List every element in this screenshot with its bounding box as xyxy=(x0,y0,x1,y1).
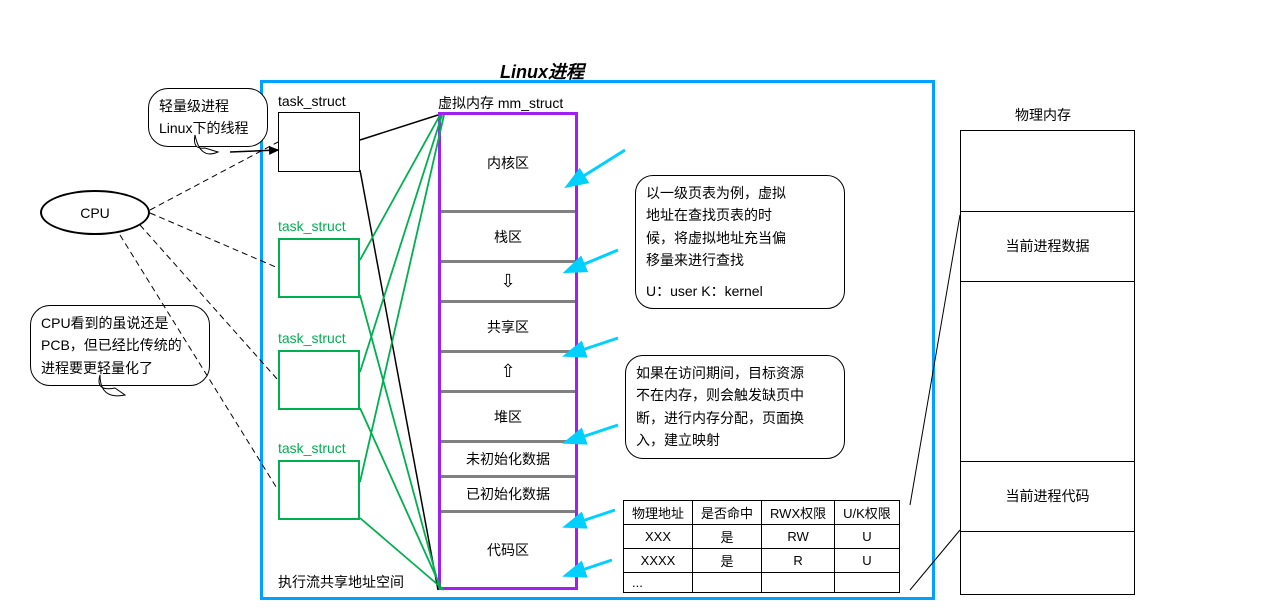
th-hit: 是否命中 xyxy=(693,501,762,525)
bubble-pcb-l3: 进程要更轻量化了 xyxy=(41,357,199,379)
table-row: XXXX 是 R U xyxy=(624,549,900,573)
td: 是 xyxy=(693,525,762,549)
td: U xyxy=(835,549,900,573)
td xyxy=(762,573,835,593)
table-row: ... xyxy=(624,573,900,593)
bubble-pf-l2: 不在内存，则会触发缺页中 xyxy=(636,384,834,406)
task-struct-label-green-1: task_struct xyxy=(278,218,346,234)
bubble-lwp-l2: Linux下的线程 xyxy=(159,117,257,139)
phys-mem-label: 物理内存 xyxy=(1015,105,1071,125)
task-struct-label-black: task_struct xyxy=(278,93,346,109)
mem-shared: 共享区 xyxy=(441,303,575,353)
bubble-lwp: 轻量级进程 Linux下的线程 xyxy=(148,88,268,147)
bubble-pf-l1: 如果在访问期间，目标资源 xyxy=(636,362,834,384)
th-uk: U/K权限 xyxy=(835,501,900,525)
task-struct-box-green-1 xyxy=(278,238,360,298)
bubble-lwp-l1: 轻量级进程 xyxy=(159,95,257,117)
bubble-pf-l3: 断，进行内存分配，页面换 xyxy=(636,407,834,429)
table-header-row: 物理地址 是否命中 RWX权限 U/K权限 xyxy=(624,501,900,525)
cpu-node: CPU xyxy=(40,190,150,235)
td: R xyxy=(762,549,835,573)
bubble-pcb-l2: PCB，但已经比传统的 xyxy=(41,334,199,356)
phys-mem-code: 当前进程代码 xyxy=(961,461,1134,531)
td: XXXX xyxy=(624,549,693,573)
th-addr: 物理地址 xyxy=(624,501,693,525)
bubble-pcb: CPU看到的虽说还是 PCB，但已经比传统的 进程要更轻量化了 xyxy=(30,305,210,386)
mem-heap: 堆区 xyxy=(441,393,575,443)
mm-struct-label: 虚拟内存 mm_struct xyxy=(438,93,563,113)
bubble-pt-l5: U：user K：kernel xyxy=(646,280,834,302)
td xyxy=(693,573,762,593)
mem-kernel: 内核区 xyxy=(441,115,575,213)
bubble-pcb-l1: CPU看到的虽说还是 xyxy=(41,312,199,334)
td: XXX xyxy=(624,525,693,549)
mem-bss: 未初始化数据 xyxy=(441,443,575,478)
td xyxy=(835,573,900,593)
mem-data: 已初始化数据 xyxy=(441,478,575,513)
mm-struct-box: 内核区 栈区 ⇩ 共享区 ⇧ 堆区 未初始化数据 已初始化数据 代码区 xyxy=(438,112,578,590)
bubble-pagetable: 以一级页表为例，虚拟 地址在查找页表的时 候，将虚拟地址充当偏 移量来进行查找 … xyxy=(635,175,845,309)
page-table: 物理地址 是否命中 RWX权限 U/K权限 XXX 是 RW U XXXX 是 … xyxy=(623,500,900,593)
bubble-pt-l4: 移量来进行查找 xyxy=(646,249,834,271)
bubble-pt-l3: 候，将虚拟地址充当偏 xyxy=(646,227,834,249)
task-struct-label-green-3: task_struct xyxy=(278,440,346,456)
bubble-pf-l4: 入，建立映射 xyxy=(636,429,834,451)
td: ... xyxy=(624,573,693,593)
td: U xyxy=(835,525,900,549)
arrow-up-icon: ⇧ xyxy=(441,353,575,393)
share-addr-label: 执行流共享地址空间 xyxy=(278,572,404,592)
arrow-down-icon: ⇩ xyxy=(441,263,575,303)
cpu-label: CPU xyxy=(80,205,110,221)
td: 是 xyxy=(693,549,762,573)
bubble-pagefault: 如果在访问期间，目标资源 不在内存，则会触发缺页中 断，进行内存分配，页面换 入… xyxy=(625,355,845,459)
phys-mem-box: 当前进程数据 当前进程代码 xyxy=(960,130,1135,595)
bubble-pt-l2: 地址在查找页表的时 xyxy=(646,204,834,226)
table-row: XXX 是 RW U xyxy=(624,525,900,549)
task-struct-box-green-3 xyxy=(278,460,360,520)
task-struct-box-green-2 xyxy=(278,350,360,410)
task-struct-label-green-2: task_struct xyxy=(278,330,346,346)
mem-stack: 栈区 xyxy=(441,213,575,263)
td: RW xyxy=(762,525,835,549)
bubble-pt-l1: 以一级页表为例，虚拟 xyxy=(646,182,834,204)
task-struct-box-black xyxy=(278,112,360,172)
mem-code: 代码区 xyxy=(441,513,575,587)
phys-mem-data: 当前进程数据 xyxy=(961,211,1134,281)
th-rwx: RWX权限 xyxy=(762,501,835,525)
